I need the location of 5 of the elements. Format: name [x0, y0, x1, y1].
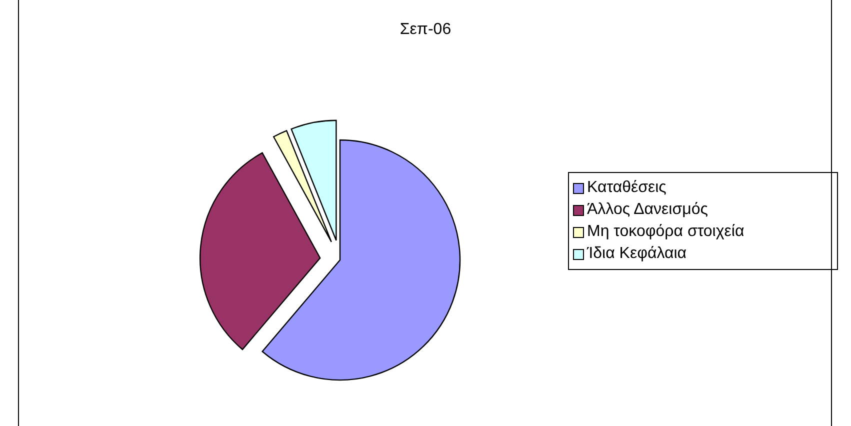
legend-label: Μη τοκοφόρα στοιχεία [587, 222, 744, 242]
legend-label: Άλλος Δανεισμός [587, 200, 708, 220]
legend-label: Καταθέσεις [587, 178, 666, 198]
chart-title: Σεπ-06 [398, 21, 452, 39]
legend-label: Ίδια Κεφάλαια [587, 244, 687, 264]
